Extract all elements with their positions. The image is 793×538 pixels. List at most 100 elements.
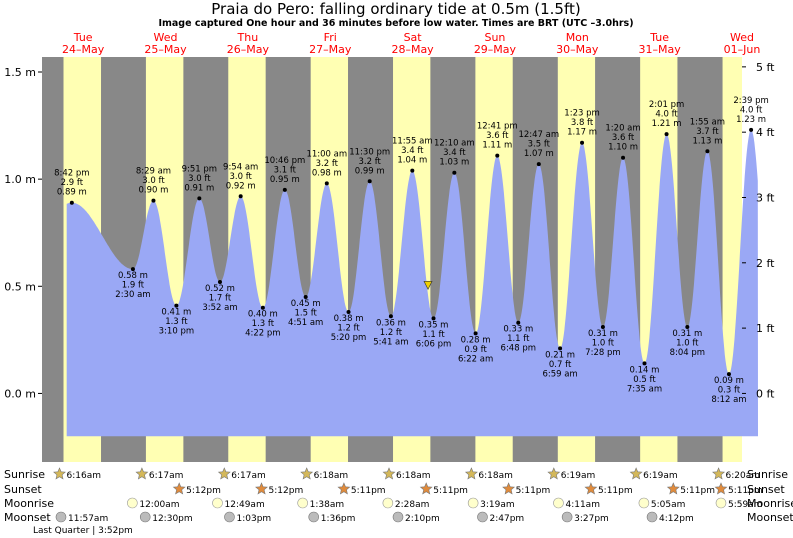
moonset-row-label-left: Moonset: [4, 511, 51, 524]
low-tide-label: 8:04 pm: [670, 348, 705, 358]
moonset-time: 2:47pm: [489, 514, 524, 524]
day-of-week: Thu: [237, 31, 259, 44]
high-tide-label: 12:10 am: [434, 139, 475, 149]
tide-point: [410, 168, 415, 173]
tide-point: [580, 140, 585, 145]
sunset-icon: [419, 482, 433, 495]
day-of-week: Tue: [73, 31, 93, 44]
sunrise-time: 6:19am: [561, 471, 596, 481]
moonrise-icon: [382, 497, 394, 509]
high-tide-label: 3.6 ft: [486, 131, 509, 141]
high-tide-label: 12:41 pm: [477, 122, 518, 132]
sunset-icon: [502, 482, 516, 495]
low-tide-label: 5:20 pm: [331, 333, 366, 343]
sunset-time: 5:12pm: [269, 486, 304, 496]
high-tide-label: 3.1 ft: [274, 165, 297, 175]
high-tide-label: 1.07 m: [524, 149, 554, 159]
moonrise-icon: [212, 497, 223, 509]
sunset-time: 5:11pm: [680, 486, 715, 496]
high-tide-label: 3.7 ft: [696, 127, 719, 137]
tide-point: [685, 325, 690, 329]
low-tide-label: 0.33 m: [503, 325, 533, 335]
sunrise-time: 6:18am: [396, 471, 431, 481]
day-headers: Tue24–MayWed25–MayThu26–MayFri27–MaySat2…: [62, 31, 760, 56]
low-tide-label: 0.38 m: [334, 314, 364, 324]
high-tide-label: 11:30 pm: [349, 147, 390, 157]
high-tide-label: 3.8 ft: [571, 118, 594, 128]
high-tide-label: 3.0 ft: [142, 176, 165, 186]
sunrise-row-label-left: Sunrise: [4, 468, 45, 481]
sunset-time: 5:11pm: [598, 486, 633, 496]
tide-point: [664, 132, 669, 137]
low-tide-label: 0.36 m: [376, 318, 406, 328]
moonset-icon: [561, 511, 573, 523]
left-tick-label: 0.5 m: [4, 280, 36, 293]
low-tide-label: 1.0 ft: [676, 339, 699, 349]
tide-point: [303, 295, 308, 299]
tide-point: [130, 267, 135, 272]
left-tick-label: 0.0 m: [4, 387, 36, 400]
low-tide-label: 2:30 am: [115, 290, 150, 300]
high-tide-label: 0.99 m: [355, 166, 385, 176]
day-date: 28–May: [391, 43, 434, 56]
tide-point: [536, 162, 541, 167]
night-band: [42, 57, 64, 462]
sunrise-icon: [135, 467, 149, 480]
tide-labels: 8:42 pm2.9 ft0.89 m 0.58 m1.9 ft2:30 am 8:…: [54, 96, 769, 405]
sunset-time: 5:11pm: [433, 486, 468, 496]
tide-point: [282, 187, 287, 192]
low-tide-label: 3:10 pm: [159, 327, 194, 337]
moonrise-time: 1:38am: [310, 500, 345, 510]
moonrise-row-label-left: Moonrise: [4, 497, 54, 510]
tide-point: [516, 320, 521, 325]
sunset-icon: [337, 482, 351, 495]
high-tide-label: 0.89 m: [57, 188, 87, 198]
sunset-time: 5:11pm: [728, 486, 763, 496]
low-tide-label: 0.14 m: [630, 365, 660, 375]
low-tide-label: 1.2 ft: [380, 328, 403, 338]
tide-point: [452, 170, 457, 175]
moonrise-time: 12:00am: [139, 500, 179, 510]
tide-point: [174, 303, 179, 308]
high-tide-label: 0.92 m: [226, 181, 256, 191]
moonrise-icon: [297, 497, 308, 509]
moonset-time: 1:03pm: [236, 514, 271, 524]
low-tide-label: 1.1 ft: [422, 330, 445, 340]
high-tide-label: 10:46 pm: [264, 156, 305, 166]
high-tide-label: 1.13 m: [692, 136, 722, 146]
sunset-icon: [255, 482, 268, 495]
day-of-week: Fri: [324, 31, 337, 44]
low-tide-label: 1.3 ft: [252, 319, 275, 329]
low-tide-label: 0.35 m: [419, 320, 449, 330]
right-tick-label: 0 ft: [756, 387, 775, 400]
high-tide-label: 3.5 ft: [528, 140, 551, 150]
sunset-icon: [172, 482, 186, 495]
high-tide-label: 3.4 ft: [401, 146, 424, 156]
low-tide-label: 0.9 ft: [464, 345, 487, 355]
moonset-icon: [477, 511, 488, 523]
high-tide-label: 1.11 m: [482, 141, 512, 151]
day-of-week: Sun: [484, 31, 505, 44]
tide-point: [217, 280, 222, 284]
sunrise-time: 6:19am: [643, 471, 678, 481]
sunset-icon: [584, 482, 598, 495]
high-tide-label: 4.0 ft: [740, 105, 763, 115]
day-date: 27–May: [309, 43, 352, 56]
high-tide-label: 2:01 pm: [649, 100, 684, 110]
high-tide-label: 1.10 m: [608, 143, 638, 153]
moonset-time: 12:30pm: [152, 514, 192, 524]
day-date: 25–May: [144, 43, 187, 56]
low-tide-label: 0.45 m: [291, 299, 321, 309]
moonset-time: 1:36pm: [321, 514, 356, 524]
low-tide-label: 8:12 am: [711, 395, 746, 405]
low-tide-label: 1.7 ft: [209, 294, 232, 304]
high-tide-label: 4.0 ft: [655, 110, 678, 120]
moonset-time: 2:10pm: [405, 514, 440, 524]
moonset-icon: [55, 511, 67, 523]
low-tide-label: 1.0 ft: [592, 339, 615, 349]
sunrise-icon: [547, 467, 561, 480]
moonrise-time: 5:05am: [651, 500, 686, 510]
moonset-icon: [224, 511, 235, 523]
